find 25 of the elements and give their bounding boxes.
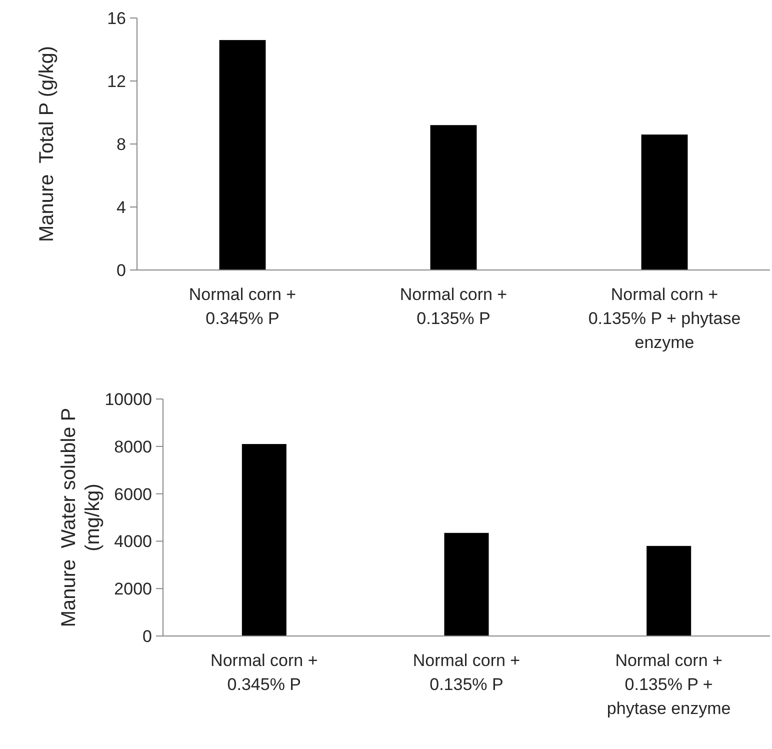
x-tick-label: Normal corn + 0.135% P — [412, 651, 520, 694]
y-tick-label: 12 — [107, 72, 126, 91]
bar — [219, 40, 266, 270]
x-tick-label: Normal corn + 0.345% P — [210, 651, 318, 694]
y-axis-title: Manure Water soluble P (mg/kg) — [58, 408, 104, 628]
bar — [646, 546, 692, 636]
y-tick-label: 4 — [116, 198, 126, 217]
y-axis-title: Manure Total P (g/kg) — [36, 46, 58, 242]
y-tick-label: 16 — [107, 8, 126, 28]
y-tick-label: 8000 — [114, 437, 152, 456]
y-tick-label: 2000 — [114, 580, 152, 599]
bar — [641, 134, 688, 270]
bar — [430, 125, 477, 270]
x-tick-label: Normal corn + 0.135% P + phytase enzyme — [588, 285, 741, 352]
x-tick-label: Normal corn + 0.345% P — [188, 285, 296, 328]
bar — [242, 444, 286, 636]
y-tick-label: 0 — [116, 260, 126, 280]
y-tick-label: 6000 — [114, 484, 152, 504]
y-tick-label: 8 — [116, 134, 126, 154]
y-tick-label: 4000 — [114, 532, 152, 552]
y-tick-label: 0 — [142, 626, 152, 646]
bar — [444, 532, 489, 636]
x-tick-label: Normal corn + 0.135% P — [400, 285, 508, 328]
x-tick-label: Normal corn + 0.135% P + phytase enzyme — [606, 651, 731, 718]
y-tick-label: 10000 — [104, 390, 152, 409]
